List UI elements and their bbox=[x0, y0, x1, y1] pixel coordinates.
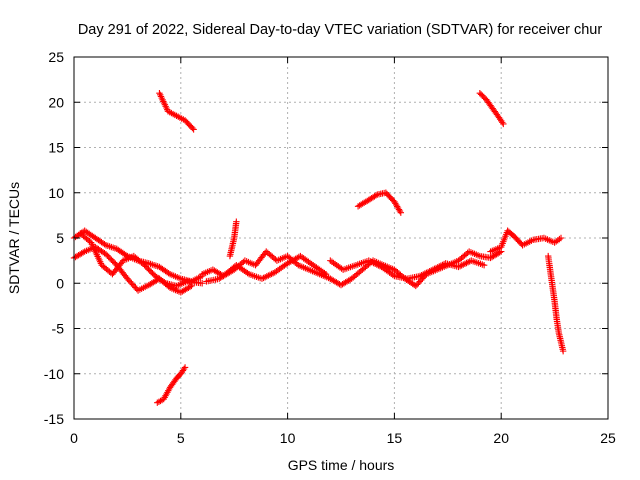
data-marks bbox=[70, 90, 567, 406]
data-point bbox=[372, 192, 380, 199]
y-tick-label: 5 bbox=[56, 230, 64, 246]
series-track-n bbox=[544, 252, 567, 355]
series-track-m bbox=[487, 227, 565, 255]
x-tick-label: 5 bbox=[177, 430, 185, 446]
y-tick-label: 25 bbox=[48, 49, 64, 65]
data-point bbox=[189, 124, 196, 132]
series-track-j bbox=[327, 257, 488, 282]
x-tick-label: 10 bbox=[280, 430, 296, 446]
data-point bbox=[396, 207, 404, 215]
data-point bbox=[181, 364, 189, 371]
data-point bbox=[322, 271, 330, 278]
series-track-a bbox=[70, 227, 206, 285]
data-point bbox=[186, 283, 194, 291]
series-track-c bbox=[77, 230, 206, 290]
data-point bbox=[480, 261, 488, 269]
x-tick-label: 15 bbox=[387, 430, 403, 446]
y-tick-label: 15 bbox=[48, 140, 64, 156]
data-point bbox=[122, 251, 130, 259]
y-tick-label: 10 bbox=[48, 185, 64, 201]
series-track-h bbox=[226, 218, 240, 260]
data-point bbox=[559, 347, 567, 355]
data-point bbox=[190, 126, 197, 133]
y-tick-label: -5 bbox=[52, 321, 65, 337]
series-track-l bbox=[476, 90, 507, 128]
data-point bbox=[500, 120, 507, 128]
y-axis-label: SDTVAR / TECUs bbox=[6, 182, 22, 294]
grid bbox=[74, 57, 608, 419]
series-track-d bbox=[156, 90, 197, 133]
data-point bbox=[161, 279, 168, 286]
series-track-e bbox=[154, 364, 189, 406]
x-tick-label: 0 bbox=[70, 430, 78, 446]
y-tick-label: 20 bbox=[48, 94, 64, 110]
data-point bbox=[79, 249, 87, 256]
data-point bbox=[165, 269, 172, 277]
data-point bbox=[101, 241, 108, 248]
data-point bbox=[198, 280, 206, 287]
chart-title: Day 291 of 2022, Sidereal Day-to-day VTE… bbox=[78, 22, 603, 38]
y-tick-label: 0 bbox=[56, 275, 64, 291]
x-tick-label: 25 bbox=[600, 430, 616, 446]
data-point bbox=[397, 209, 405, 216]
data-point bbox=[557, 234, 565, 242]
data-point bbox=[293, 260, 300, 268]
x-tick-label: 20 bbox=[493, 430, 509, 446]
axis-ticks: 0 5 10 15 20 25 25 20 15 10 5 0 -5 -10 -15 bbox=[44, 49, 616, 446]
y-tick-label: -10 bbox=[44, 366, 64, 382]
series-track-k bbox=[354, 189, 405, 216]
data-point bbox=[233, 218, 240, 225]
series-track-g bbox=[203, 252, 330, 285]
y-tick-label: -15 bbox=[44, 411, 64, 427]
x-axis-label: GPS time / hours bbox=[288, 457, 395, 473]
